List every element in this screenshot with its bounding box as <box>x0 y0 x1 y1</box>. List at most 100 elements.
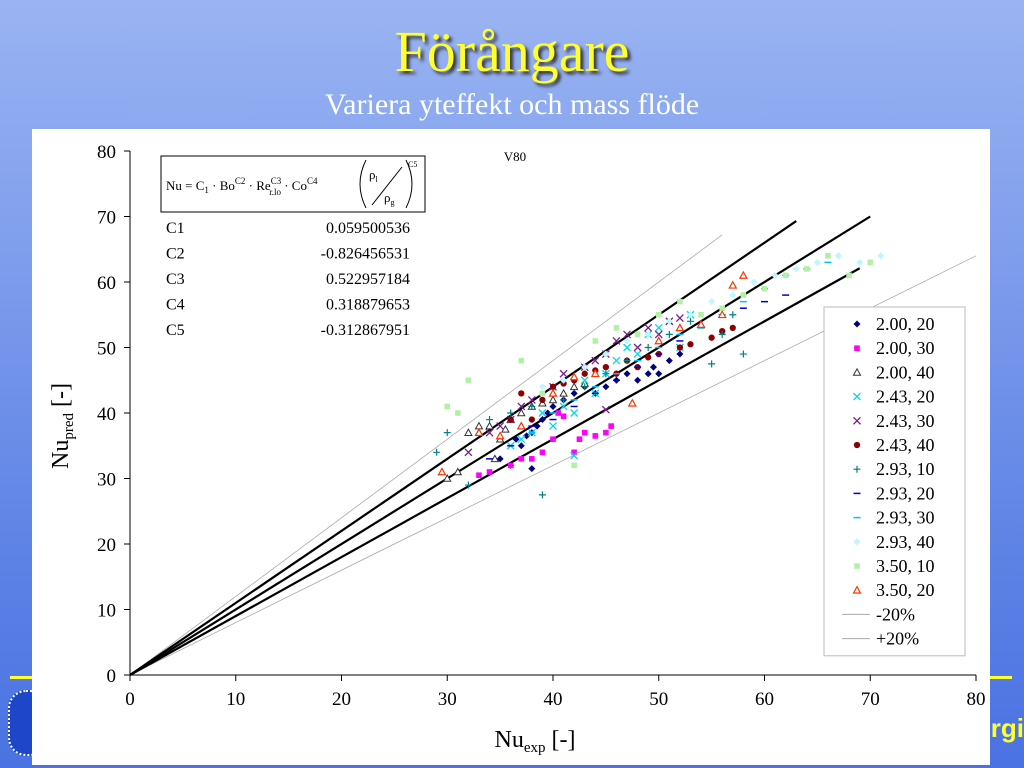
constant-name: C5 <box>166 322 185 339</box>
constant-value: 0.522957184 <box>326 271 410 288</box>
data-point <box>559 388 568 397</box>
legend-label: 2.00, 20 <box>876 314 935 334</box>
data-point <box>485 421 494 430</box>
paren-right <box>405 159 413 209</box>
chart-title: V80 <box>504 149 526 164</box>
data-point <box>655 311 662 318</box>
legend-label: 2.00, 30 <box>876 338 935 358</box>
legend-label: 2.93, 10 <box>876 459 935 479</box>
data-point <box>696 319 706 328</box>
data-point <box>623 330 631 339</box>
data-point <box>813 258 821 266</box>
data-point <box>528 402 536 410</box>
data-point <box>634 376 642 384</box>
data-point <box>686 311 694 319</box>
data-point <box>612 356 621 365</box>
data-point <box>453 467 463 476</box>
data-point <box>560 396 568 404</box>
fit-line <box>129 215 871 676</box>
data-point <box>486 469 493 475</box>
legend-box <box>823 306 966 657</box>
legend-label: 2.43, 40 <box>876 435 935 455</box>
slide-title: Förångare <box>394 19 630 84</box>
data-point <box>644 323 653 332</box>
data-point <box>555 410 562 416</box>
data-point <box>549 422 557 431</box>
data-point <box>560 376 568 384</box>
data-point <box>623 343 631 352</box>
legend-marker <box>853 465 861 473</box>
legend-label: +20% <box>876 629 919 649</box>
data-point <box>698 311 704 318</box>
x-tick-label: 20 <box>332 689 351 710</box>
data-point <box>654 330 663 339</box>
data-point <box>507 409 515 417</box>
data-point <box>675 314 684 322</box>
data-point <box>665 317 673 325</box>
data-point <box>592 338 599 344</box>
data-point <box>517 442 525 450</box>
y-tick-label: 10 <box>97 601 116 622</box>
data-point <box>464 448 473 457</box>
constant-value: 0.059500536 <box>326 220 410 237</box>
constant-name: C1 <box>166 220 185 237</box>
data-point <box>571 449 577 456</box>
data-point <box>476 472 482 479</box>
data-point <box>516 421 526 430</box>
data-point <box>686 317 694 325</box>
legend-marker <box>853 538 861 546</box>
data-point <box>792 265 800 273</box>
legend-label: 2.93, 40 <box>876 532 935 552</box>
exponent-c5: C5 <box>408 160 417 169</box>
data-point <box>550 436 556 442</box>
data-point <box>717 310 727 319</box>
data-point <box>761 285 768 292</box>
data-point <box>570 389 578 397</box>
data-point <box>729 291 737 299</box>
data-point <box>644 370 652 378</box>
data-point <box>442 473 452 482</box>
legend-marker <box>852 367 862 376</box>
data-point <box>728 280 738 289</box>
data-point <box>496 455 504 463</box>
data-point <box>507 416 514 423</box>
data-point <box>549 383 557 390</box>
data-point <box>633 350 642 359</box>
legend-label: 2.43, 20 <box>876 387 935 407</box>
data-point <box>634 331 641 338</box>
y-tick-label: 40 <box>97 404 116 425</box>
data-point <box>602 370 610 378</box>
x-tick-label: 40 <box>544 689 563 710</box>
data-point <box>444 403 451 410</box>
data-point <box>591 356 600 365</box>
data-point <box>443 429 451 437</box>
data-point <box>581 383 589 391</box>
data-point <box>539 396 546 404</box>
data-point <box>602 383 610 391</box>
legend-label: 3.50, 20 <box>876 580 935 600</box>
data-point <box>581 363 589 371</box>
data-point <box>645 354 652 361</box>
fit-line <box>129 267 861 676</box>
data-point <box>835 252 843 260</box>
fit-line <box>129 220 797 676</box>
legend-marker <box>852 585 862 594</box>
data-point <box>437 467 447 476</box>
data-point <box>455 410 461 416</box>
data-point <box>718 330 726 338</box>
x-tick-label: 50 <box>649 689 668 710</box>
data-point <box>649 363 657 371</box>
fraction-slash <box>371 166 403 206</box>
data-point <box>603 429 609 436</box>
data-point <box>825 253 831 259</box>
y-tick-label: 50 <box>97 339 116 360</box>
slide-subtitle: Variera yteffekt och mass flöde <box>324 88 700 121</box>
data-point <box>538 383 546 391</box>
data-point <box>602 350 610 358</box>
x-tick-label: 70 <box>861 689 880 710</box>
x-tick-label: 30 <box>438 689 457 710</box>
constant-name: C2 <box>166 246 185 263</box>
data-point <box>601 405 610 414</box>
data-point <box>490 454 500 463</box>
data-point <box>675 323 685 332</box>
